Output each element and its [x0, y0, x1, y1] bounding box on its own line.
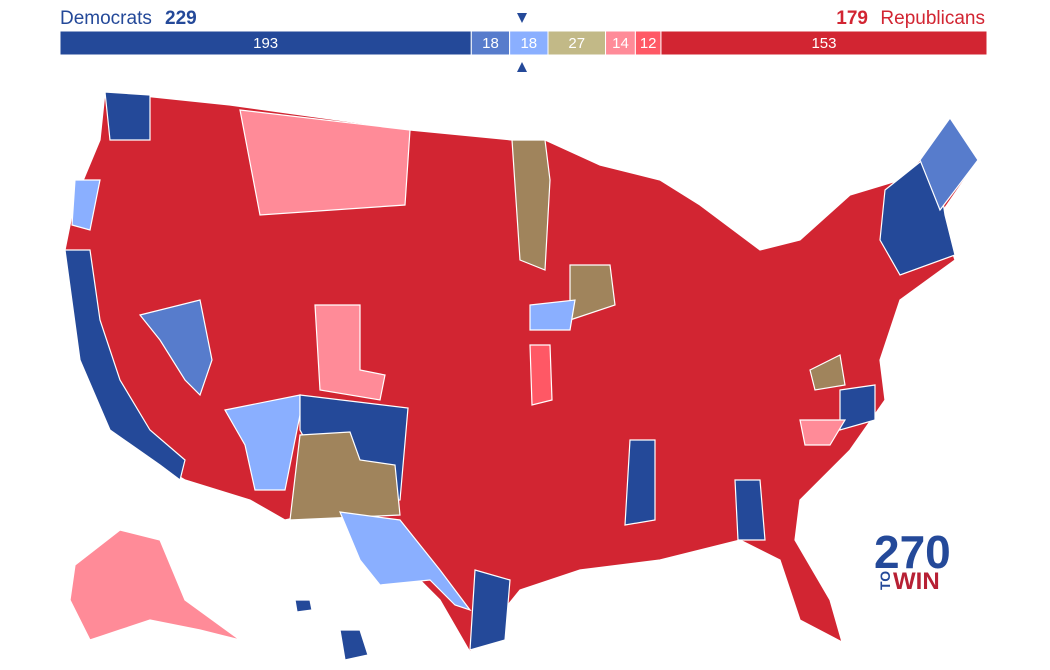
district-dem [839, 384, 876, 431]
bar-segment-label: 18 [520, 35, 537, 52]
bar-segment [634, 30, 662, 56]
bar-segment-label: 18 [482, 35, 499, 52]
midpoint-marker [517, 62, 527, 72]
rep-total: 179 [836, 8, 868, 29]
bar-segment [59, 30, 472, 56]
district-dem [624, 439, 656, 526]
district-dem-tilt [339, 511, 472, 612]
logo-win: WIN [893, 568, 940, 595]
bar-segment [605, 30, 636, 56]
midpoint-marker [517, 13, 527, 23]
logo: 270 TO WIN [874, 526, 951, 595]
district-dem-lean [919, 116, 979, 212]
bar-segment-label: 14 [612, 35, 629, 52]
district-dem-lean [138, 299, 213, 397]
district-tossup [511, 139, 551, 271]
district-dem-tilt [71, 179, 101, 231]
district-dem-tilt [529, 299, 576, 331]
district-tossup [809, 354, 846, 391]
logo-to: TO [877, 571, 893, 590]
bar-segment [470, 30, 511, 56]
district-rep-tilt [799, 419, 847, 446]
dem-label: Democrats [60, 8, 152, 29]
hawaii [339, 629, 369, 661]
district-tossup [289, 431, 401, 521]
rep-label: Republicans [880, 8, 985, 29]
alaska [69, 529, 241, 641]
bar-segment-label: 12 [640, 35, 657, 52]
seat-bar: 193 18 18 27 14 12 153 [59, 30, 988, 56]
logo-number: 270 [874, 526, 951, 578]
district-dem [469, 569, 511, 651]
district-rep-tilt [239, 109, 411, 216]
bar-segment [509, 30, 549, 56]
bar-segment [660, 30, 988, 56]
bar-segment-label: 27 [568, 35, 585, 52]
hawaii [294, 599, 313, 613]
district-dem [734, 479, 766, 541]
district-rep-lean [529, 344, 553, 406]
bar-segment-label: 153 [811, 35, 836, 52]
bar-segment-label: 193 [253, 35, 278, 52]
dem-total: 229 [165, 8, 197, 29]
district-rep-tilt [314, 304, 386, 401]
district-dem [104, 91, 151, 141]
district-dem [64, 249, 186, 482]
map [64, 91, 979, 661]
